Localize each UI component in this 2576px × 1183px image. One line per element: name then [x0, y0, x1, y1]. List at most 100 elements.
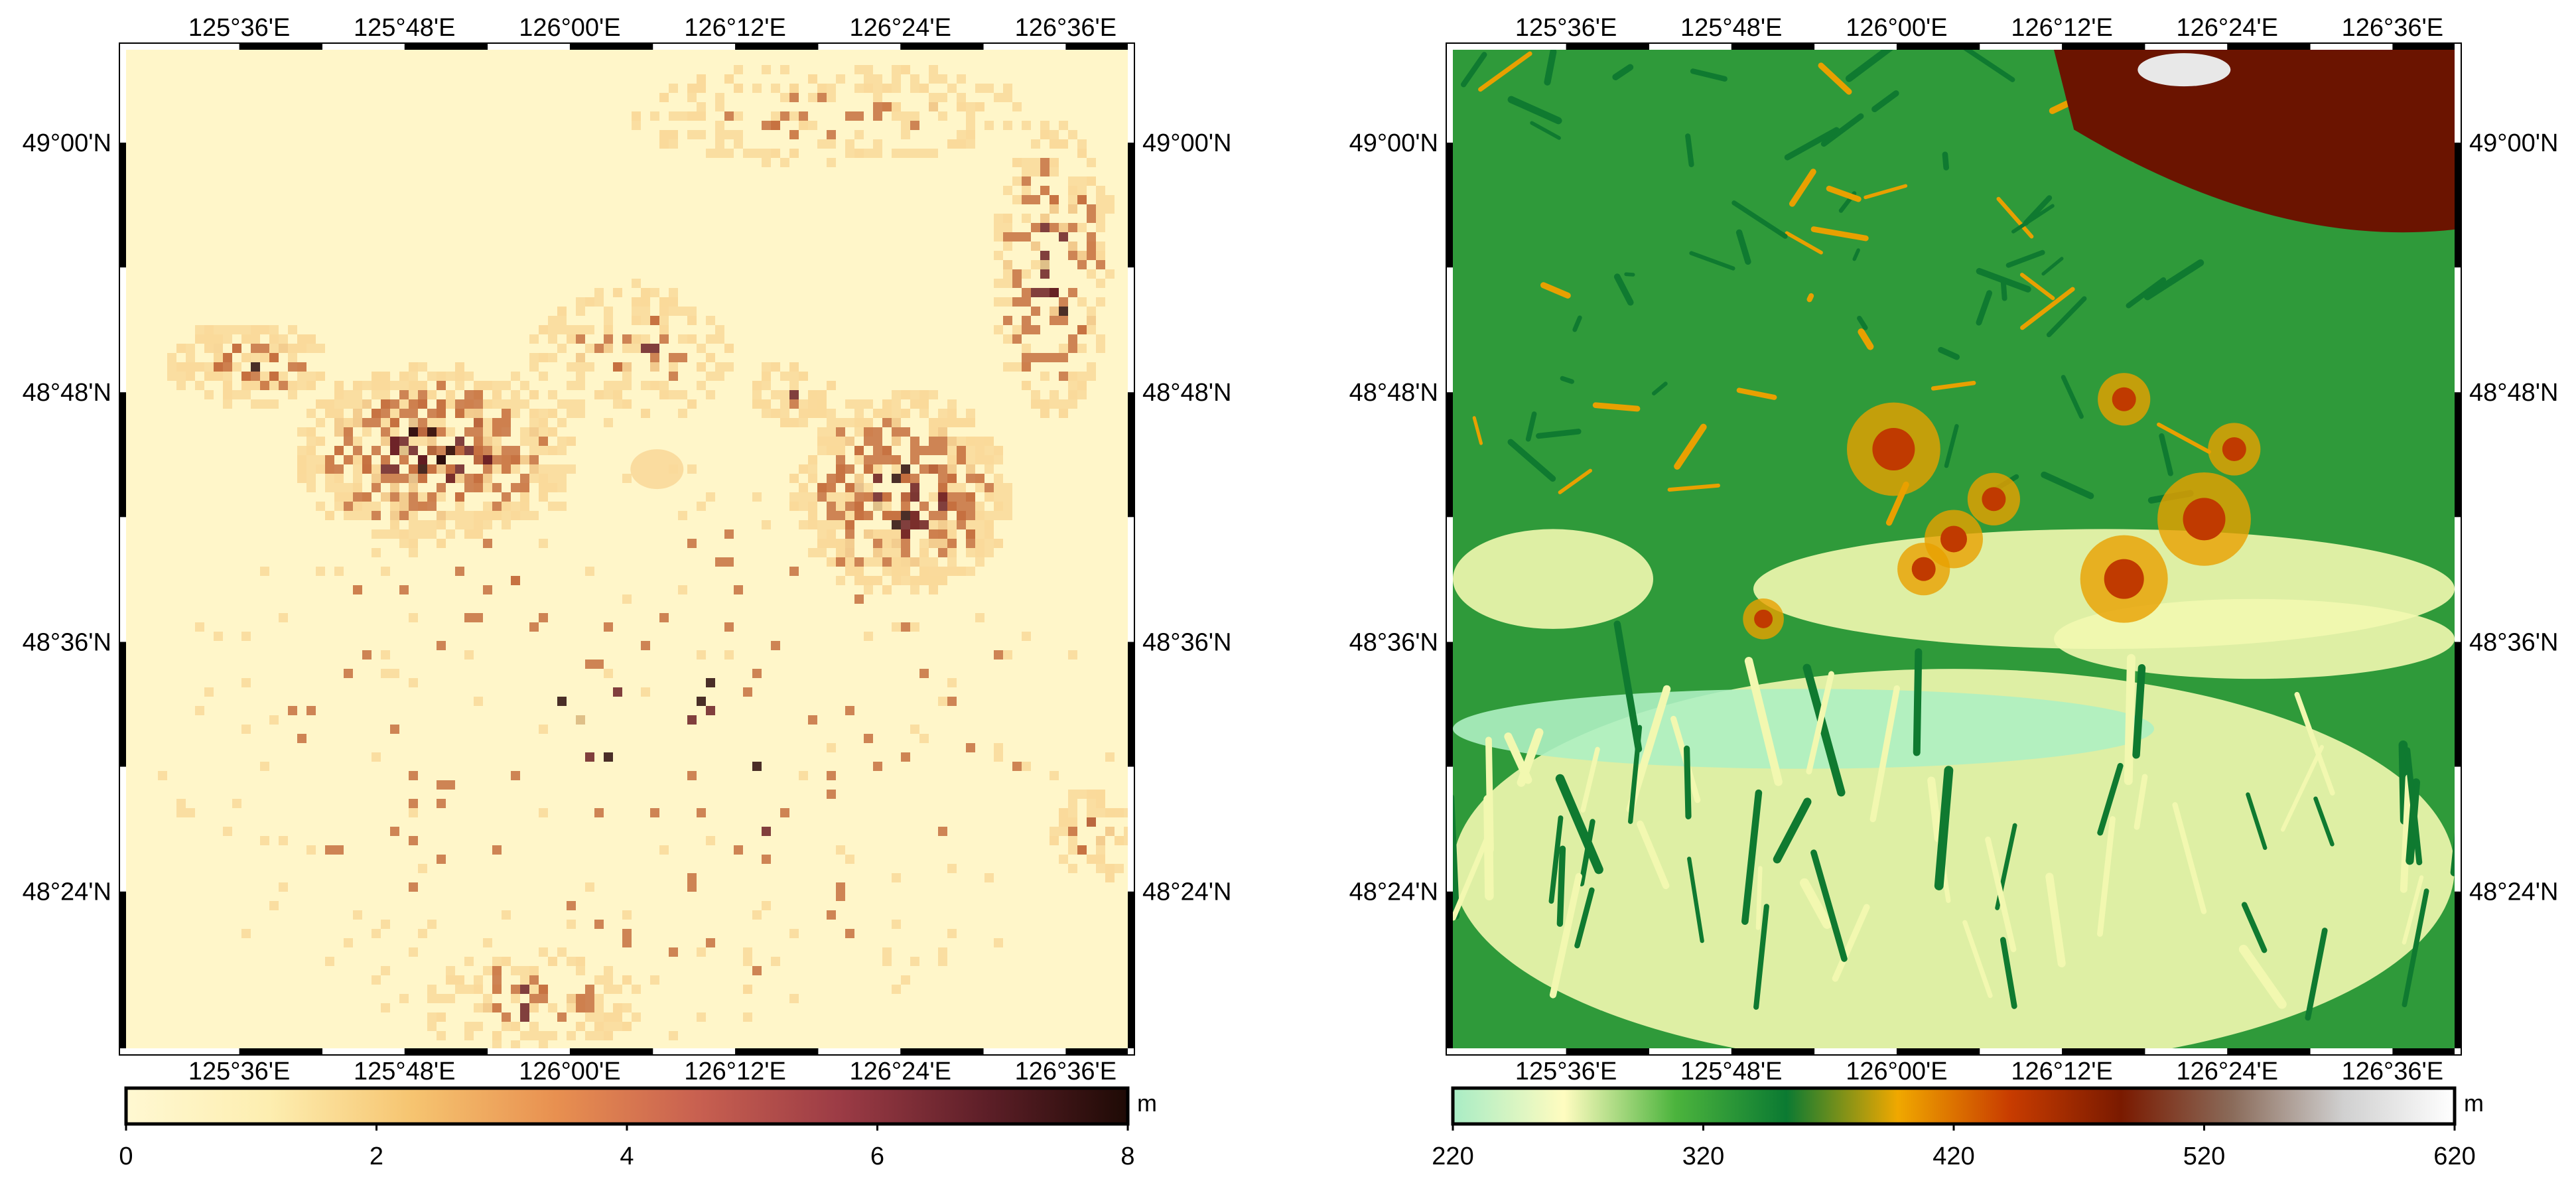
elevation-change-cell — [892, 65, 901, 74]
longitude-label: 126°36'E — [2342, 1058, 2443, 1085]
elevation-change-cell — [297, 446, 306, 455]
elevation-change-cell — [854, 502, 864, 511]
stream-valley — [1773, 798, 1812, 864]
elevation-change-cell — [474, 474, 483, 483]
elevation-change-cell — [483, 1003, 492, 1012]
longitude-label: 125°36'E — [1515, 14, 1617, 42]
volcanic-cone — [1847, 402, 1940, 496]
elevation-change-cell — [994, 223, 1003, 232]
elevation-change-cell — [966, 139, 975, 149]
elevation-change-cell — [474, 390, 483, 399]
elevation-change-cell — [1012, 297, 1022, 307]
elevation-change-cell — [1068, 223, 1077, 232]
elevation-change-cell — [799, 121, 808, 130]
elevation-change-cell — [1003, 269, 1012, 279]
elevation-change-cell — [1003, 297, 1012, 307]
elevation-change-cell — [474, 399, 483, 409]
stream-valley — [1927, 776, 1942, 843]
elevation-change-cell — [585, 344, 594, 353]
elevation-change-cell — [446, 390, 455, 399]
elevation-change-cell — [511, 1022, 520, 1031]
elevation-change-cell — [622, 381, 632, 390]
ridge-line — [2005, 249, 2045, 268]
elevation-change-cell — [492, 1003, 502, 1012]
colorbar-unit-label: m — [2464, 1089, 2484, 1117]
elevation-change-cell — [372, 929, 381, 938]
elevation-change-cell — [399, 381, 409, 390]
elevation-change-cell — [901, 121, 910, 130]
elevation-change-cell — [752, 669, 762, 678]
longitude-label: 125°36'E — [1515, 1058, 1617, 1085]
elevation-change-cell — [492, 1040, 502, 1048]
stream-valley — [1684, 745, 1692, 819]
elevation-change-cell — [492, 399, 502, 409]
elevation-change-cell — [474, 437, 483, 446]
elevation-change-cell — [938, 576, 947, 585]
elevation-change-cell — [984, 464, 994, 474]
elevation-change-cell — [994, 938, 1003, 947]
stream-valley — [1626, 685, 1671, 813]
elevation-change-cell — [520, 1012, 529, 1022]
elevation-change-cell — [873, 576, 882, 585]
elevation-change-cell — [539, 985, 548, 994]
elevation-change-cell — [910, 446, 919, 455]
elevation-change-cell — [437, 1012, 446, 1022]
elevation-change-cell — [845, 929, 854, 938]
elevation-change-cell — [1068, 176, 1077, 186]
elevation-change-cell — [372, 372, 381, 381]
elevation-change-cell — [372, 529, 381, 539]
elevation-change-cell — [901, 492, 910, 502]
elevation-change-cell — [910, 474, 919, 483]
elevation-change-cell — [390, 520, 399, 529]
elevation-change-cell — [641, 687, 650, 697]
elevation-change-cell — [919, 520, 929, 529]
elevation-change-cell — [789, 84, 799, 93]
elevation-change-cell — [650, 975, 659, 985]
elevation-change-cell — [576, 966, 585, 975]
elevation-change-cell — [808, 715, 817, 725]
elevation-change-cell — [437, 492, 446, 502]
elevation-change-cell — [353, 585, 362, 594]
elevation-change-cell — [901, 390, 910, 399]
elevation-change-cell — [1003, 316, 1012, 325]
elevation-change-cell — [882, 409, 892, 418]
elevation-change-cell — [929, 576, 938, 585]
elevation-change-cell — [780, 390, 789, 399]
elevation-change-cell — [1022, 121, 1031, 130]
elevation-change-cell — [873, 557, 882, 567]
elevation-change-cell — [418, 427, 427, 437]
elevation-change-cell — [1031, 195, 1040, 204]
ridge-line — [1652, 382, 1668, 395]
elevation-change-cell — [511, 390, 520, 399]
elevation-change-cell — [502, 427, 511, 437]
elevation-change-cell — [845, 706, 854, 715]
elevation-change-cell — [1022, 632, 1031, 641]
elevation-change-cell — [511, 455, 520, 464]
elevation-change-cell — [585, 297, 594, 307]
stream-valley — [2000, 937, 2017, 1009]
elevation-change-cell — [882, 567, 892, 576]
elevation-change-cell — [455, 464, 464, 474]
elevation-change-cell — [548, 474, 557, 483]
elevation-change-cell — [325, 399, 334, 409]
elevation-change-cell — [724, 529, 734, 539]
elevation-change-cell — [1059, 808, 1068, 817]
ridge-line — [1806, 293, 1814, 303]
elevation-change-cell — [938, 548, 947, 557]
elevation-change-cell — [799, 418, 808, 427]
ridge-line — [2046, 296, 2087, 338]
elevation-change-cell — [817, 93, 827, 102]
elevation-change-cell — [511, 372, 520, 381]
ridge-line — [2157, 422, 2211, 454]
elevation-change-cell — [817, 399, 827, 409]
elevation-change-cell — [167, 372, 176, 381]
elevation-change-cell — [399, 492, 409, 502]
elevation-change-cell — [1059, 316, 1068, 325]
elevation-change-cell — [288, 362, 297, 372]
elevation-change-cell — [938, 483, 947, 492]
elevation-change-cell — [984, 873, 994, 882]
elevation-change-cell — [632, 316, 641, 325]
stream-valley — [1578, 819, 1595, 886]
elevation-change-cell — [975, 529, 984, 539]
latitude-label: 49°00'N — [23, 129, 111, 157]
